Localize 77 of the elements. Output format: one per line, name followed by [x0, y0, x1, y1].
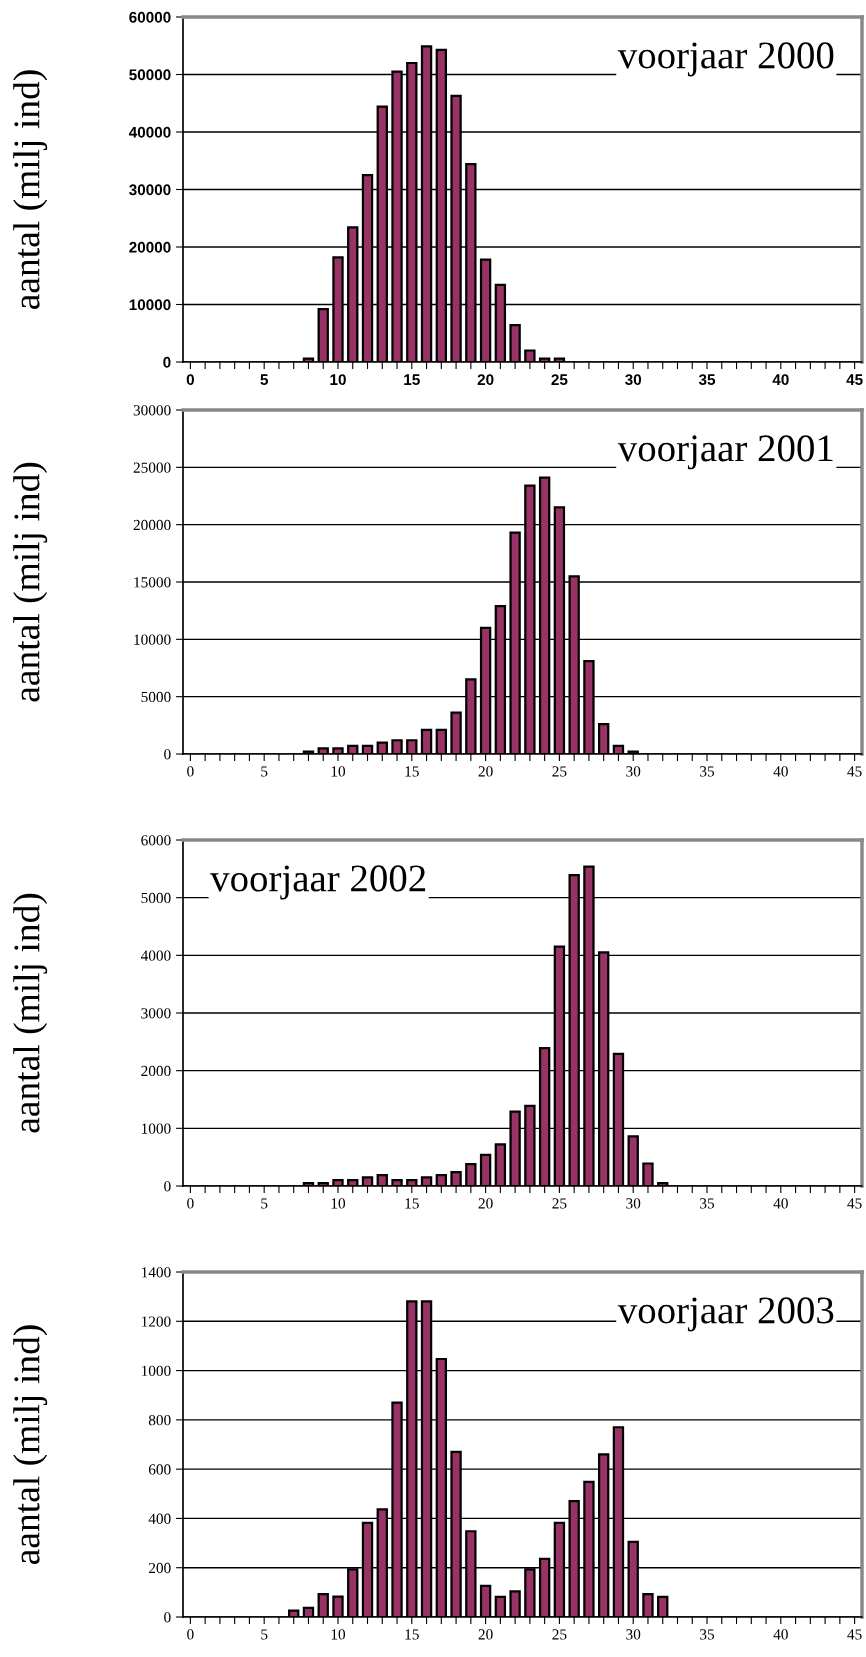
x-tick-label: 30 — [625, 374, 642, 386]
x-tick-label: 5 — [260, 374, 269, 386]
x-tick-label: 35 — [700, 1629, 715, 1640]
y-axis-title: aantal (milj ind) — [13, 1325, 48, 1564]
y-axis-title: aantal (milj ind) — [13, 70, 48, 309]
y-tick-label: 600 — [148, 1464, 171, 1475]
x-tick-label: 10 — [331, 1198, 346, 1209]
x-tick-label: 40 — [773, 766, 788, 777]
x-tick-label: 40 — [773, 1629, 788, 1640]
x-tick-label: 15 — [405, 766, 419, 777]
y-tick-label: 4000 — [140, 950, 171, 961]
y-tick-label: 400 — [148, 1513, 171, 1524]
x-tick-label: 45 — [846, 374, 863, 386]
y-tick-label: 0 — [164, 1181, 171, 1192]
text: voorjaar 2002 — [210, 865, 426, 900]
x-tick-label: 45 — [847, 766, 862, 777]
x-tick-label: 15 — [405, 1629, 419, 1640]
y-tick-label: 20000 — [129, 241, 171, 253]
x-tick-label: 30 — [626, 1629, 641, 1640]
text: voorjaar 2001 — [617, 435, 833, 470]
x-tick-label: 20 — [478, 1629, 493, 1640]
y-tick-label: 50000 — [129, 69, 171, 81]
y-tick-label: 10000 — [134, 634, 171, 645]
y-tick-label: 200 — [148, 1562, 171, 1574]
y-tick-label: 1200 — [141, 1316, 171, 1327]
x-tick-label: 0 — [187, 1198, 194, 1209]
x-tick-label: 0 — [187, 766, 194, 777]
y-tick-label: 1000 — [141, 1123, 171, 1134]
x-tick-label: 10 — [331, 766, 346, 777]
x-tick-label: 45 — [847, 1198, 862, 1209]
y-tick-label: 30000 — [129, 184, 171, 196]
y-tick-label: 3000 — [141, 1008, 171, 1019]
y-axis-title: aantal (milj ind) — [13, 893, 48, 1133]
x-tick-label: 25 — [552, 766, 567, 777]
y-tick-label: 5000 — [141, 691, 171, 703]
x-tick-label: 35 — [700, 766, 715, 777]
text: voorjaar 2003 — [617, 1297, 834, 1332]
x-tick-label: 0 — [186, 374, 194, 386]
y-tick-label: 1000 — [141, 1365, 171, 1377]
x-tick-label: 10 — [330, 374, 346, 386]
y-tick-label: 10000 — [129, 299, 171, 311]
x-tick-label: 20 — [478, 1198, 493, 1209]
y-tick-label: 15000 — [134, 577, 171, 588]
y-tick-label: 800 — [148, 1415, 171, 1426]
y-tick-label: 1400 — [141, 1267, 171, 1278]
x-tick-label: 35 — [698, 374, 716, 386]
x-tick-label: 20 — [478, 766, 493, 777]
y-tick-label: 5000 — [141, 892, 171, 904]
x-tick-label: 30 — [626, 1198, 641, 1209]
y-tick-label: 40000 — [128, 126, 171, 138]
y-tick-label: 20000 — [133, 519, 171, 531]
y-tick-label: 60000 — [129, 11, 171, 23]
y-tick-label: 25000 — [133, 462, 171, 473]
y-tick-label: 30000 — [133, 405, 171, 416]
y-tick-label: 6000 — [141, 835, 171, 846]
x-tick-label: 35 — [700, 1198, 715, 1209]
x-tick-label: 15 — [404, 374, 420, 386]
y-tick-label: 2000 — [141, 1065, 171, 1077]
x-tick-label: 5 — [261, 766, 268, 777]
x-tick-label: 25 — [552, 1629, 567, 1640]
y-axis-title: aantal (milj ind) — [13, 462, 48, 702]
x-tick-label: 15 — [405, 1198, 419, 1209]
x-tick-label: 5 — [261, 1629, 268, 1640]
text: voorjaar 2000 — [617, 42, 834, 77]
x-tick-label: 25 — [552, 1198, 567, 1209]
x-tick-label: 20 — [477, 374, 494, 386]
x-tick-label: 45 — [847, 1629, 862, 1640]
x-tick-label: 25 — [551, 374, 568, 386]
x-tick-label: 30 — [626, 766, 641, 777]
y-tick-label: 0 — [164, 1612, 171, 1623]
y-tick-label: 0 — [164, 749, 171, 760]
x-tick-label: 10 — [331, 1629, 346, 1640]
y-tick-label: 0 — [163, 356, 171, 368]
x-tick-label: 5 — [261, 1198, 268, 1209]
x-tick-label: 40 — [772, 374, 789, 386]
x-tick-label: 0 — [187, 1629, 194, 1640]
x-tick-label: 40 — [773, 1198, 788, 1209]
